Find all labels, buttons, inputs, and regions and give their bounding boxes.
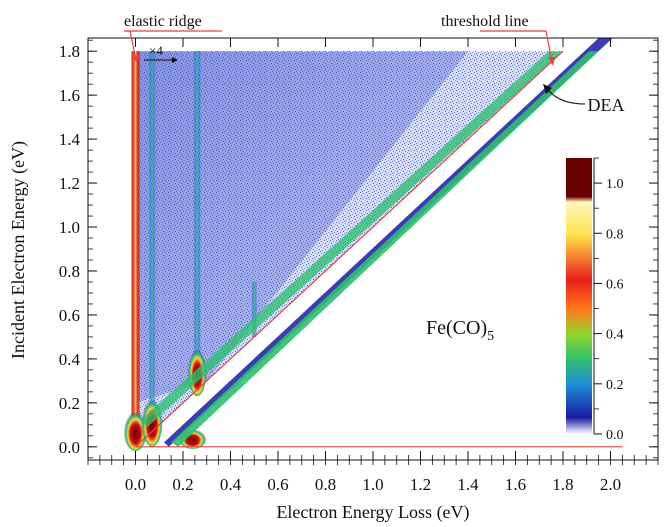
threshold-line-label: threshold line	[441, 13, 529, 30]
x-tick-label: 1.0	[362, 475, 383, 494]
intensity-peak-0	[123, 407, 148, 452]
elastic-ridge-label: elastic ridge	[124, 13, 202, 30]
elastic-ridge-pointer	[126, 30, 137, 61]
y-tick-label: 1.6	[59, 86, 80, 105]
x-tick-label: 0.2	[172, 475, 193, 494]
vibrational-loss-columns	[131, 51, 258, 447]
loss-column-0.26	[193, 51, 201, 390]
y-tick-label: 0.4	[59, 350, 81, 369]
y-tick-label: 1.2	[59, 174, 80, 193]
y-tick-label: 0.0	[59, 438, 80, 457]
dea-label: DEA	[588, 95, 625, 115]
x-tick-label: 1.6	[505, 475, 526, 494]
scattering-intensity-shading	[135, 51, 468, 403]
threshold-line	[135, 50, 564, 448]
molecule-base: Fe	[426, 317, 446, 339]
x-axis-label: Electron Energy Loss (eV)	[276, 502, 469, 523]
loss-column-0.50	[251, 281, 258, 337]
colorbar-tick-label: 0.6	[606, 277, 624, 292]
scale-factor-arrowhead	[172, 57, 178, 63]
dea-arrowhead	[543, 84, 552, 94]
y-tick-label: 1.4	[59, 130, 81, 149]
scale-factor-label: ×4	[149, 43, 163, 58]
molecule-label: Fe(CO)5	[426, 317, 494, 344]
x-tick-label: 1.4	[457, 475, 479, 494]
y-axis-label: Incident Electron Energy (eV)	[8, 141, 29, 359]
colorbar-tick-label: 0.8	[606, 227, 624, 242]
x-tick-label: 0.6	[267, 475, 288, 494]
colorbar-tick-label: 0.2	[606, 378, 624, 393]
dea-band-core	[171, 51, 599, 447]
colorbar-tick-label: 0.0	[606, 428, 624, 443]
elastic-ridge-arrowhead	[133, 56, 139, 64]
colorbar-tick-label: 1.0	[606, 177, 624, 192]
colorbar: 0.0 0.2 0.4 0.6 0.8 1.0	[566, 157, 624, 443]
loss-column-0.07	[148, 51, 156, 432]
y-tick-label: 0.6	[59, 306, 80, 325]
threshold-line-pointer	[480, 30, 553, 63]
x-tick-label: 0.8	[315, 475, 336, 494]
colorbar-ticks: 0.0 0.2 0.4 0.6 0.8 1.0	[594, 157, 624, 443]
threshold-line-arrowhead	[548, 57, 555, 66]
dea-arrow	[547, 89, 586, 105]
elastic-ridge-core	[134, 51, 137, 447]
threshold-ridge-band	[140, 51, 564, 427]
colorbar-gradient	[566, 158, 592, 434]
y-axis-ticks: 0.0 0.2 0.4 0.6 0.8 1.0 1.2 1.4 1.6 1.8	[59, 39, 658, 459]
x-axis-ticks: 0.0 0.2 0.4 0.6 0.8 1.0 1.2 1.4 1.6 1.8 2.0	[87, 38, 659, 494]
y-tick-label: 0.8	[59, 262, 80, 281]
x-tick-label: 0.4	[220, 475, 242, 494]
y-tick-label: 1.8	[59, 42, 80, 61]
x-tick-label: 0.0	[125, 475, 146, 494]
molecule-subscript: 5	[487, 329, 494, 344]
colorbar-tick-label: 0.4	[606, 328, 624, 343]
y-tick-label: 1.0	[59, 218, 80, 237]
molecule-group: (CO)	[446, 317, 487, 339]
y-tick-label: 0.2	[59, 394, 80, 413]
x-tick-label: 1.8	[552, 475, 573, 494]
x-tick-label: 1.2	[410, 475, 431, 494]
x-tick-label: 2.0	[600, 475, 621, 494]
